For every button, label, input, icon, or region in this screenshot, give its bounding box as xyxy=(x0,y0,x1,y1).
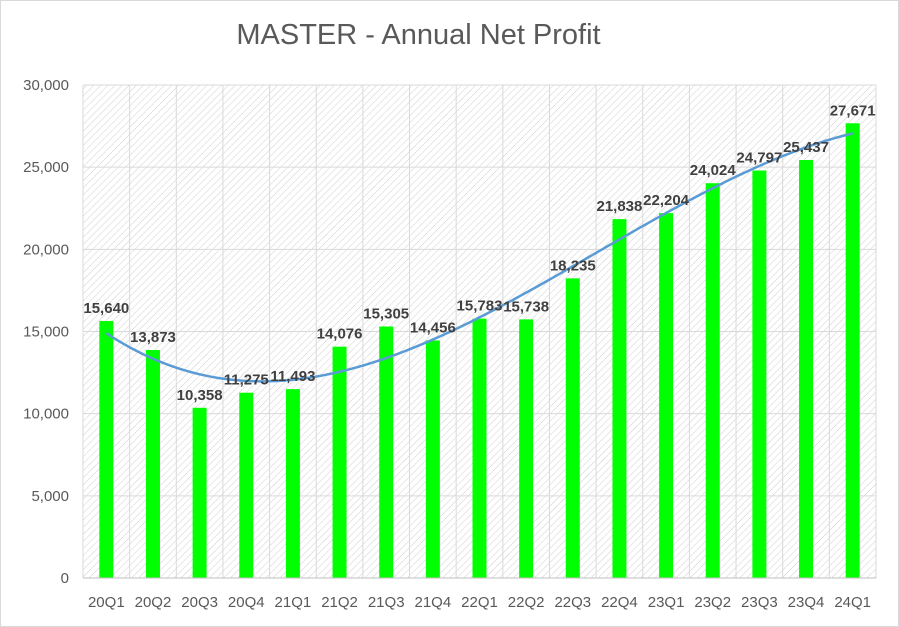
bar xyxy=(612,219,627,579)
x-tick-label: 22Q4 xyxy=(601,594,638,611)
data-label: 27,671 xyxy=(830,102,876,119)
data-label: 15,305 xyxy=(363,305,409,322)
bar xyxy=(519,319,534,578)
data-label: 24,797 xyxy=(736,150,782,167)
x-tick-label: 20Q4 xyxy=(228,594,265,611)
x-tick-label: 24Q1 xyxy=(834,594,871,611)
bar xyxy=(845,123,860,579)
data-label: 22,204 xyxy=(643,192,690,209)
x-tick-label: 21Q2 xyxy=(321,594,358,611)
trendline-layer xyxy=(105,132,853,383)
data-label: 25,437 xyxy=(783,139,829,156)
data-label: 14,076 xyxy=(317,326,363,343)
bar xyxy=(659,213,674,579)
bar xyxy=(332,346,347,578)
y-tick-label: 25,000 xyxy=(23,159,69,176)
y-tick-label: 30,000 xyxy=(23,77,69,94)
x-tick-label: 21Q4 xyxy=(415,594,452,611)
x-tick-label: 23Q1 xyxy=(648,594,685,611)
bar xyxy=(285,389,300,578)
bar xyxy=(705,183,720,578)
gridlines xyxy=(82,84,877,579)
y-tick-label: 20,000 xyxy=(23,241,69,258)
bar xyxy=(565,278,580,578)
data-label: 15,738 xyxy=(503,298,549,315)
x-tick-label: 23Q2 xyxy=(694,594,731,611)
data-label: 13,873 xyxy=(130,329,176,346)
x-tick-label: 20Q2 xyxy=(135,594,172,611)
y-tick-label: 0 xyxy=(61,570,69,587)
data-label: 11,275 xyxy=(224,372,269,389)
x-tick-label: 23Q4 xyxy=(788,594,825,611)
bar xyxy=(192,407,207,578)
data-label: 24,024 xyxy=(690,162,737,179)
bar xyxy=(472,318,487,578)
bar xyxy=(379,326,394,578)
y-tick-label: 10,000 xyxy=(23,406,69,423)
y-tick-label: 15,000 xyxy=(23,324,69,341)
x-tick-label: 22Q1 xyxy=(461,594,498,611)
data-label: 15,640 xyxy=(83,300,129,317)
chart-title: MASTER - Annual Net Profit xyxy=(236,19,601,51)
x-tick-label: 22Q3 xyxy=(554,594,591,611)
x-tick-label: 20Q3 xyxy=(181,594,218,611)
bar xyxy=(99,320,114,578)
bar xyxy=(425,340,440,578)
x-tick-label: 22Q2 xyxy=(508,594,545,611)
x-tick-label: 21Q1 xyxy=(275,594,312,611)
axes: 0 5,000 10,000 15,000 20,000 25,000 30,000 20Q1… xyxy=(23,77,876,611)
bars xyxy=(99,123,860,579)
data-label: 15,783 xyxy=(457,298,503,315)
x-tick-label: 20Q1 xyxy=(88,594,125,611)
data-label: 11,493 xyxy=(270,368,315,385)
bar xyxy=(752,170,767,579)
data-label: 18,235 xyxy=(550,257,596,274)
y-tick-label: 5,000 xyxy=(31,488,69,505)
x-tick-label: 23Q3 xyxy=(741,594,778,611)
bar xyxy=(799,159,814,579)
bar xyxy=(239,392,254,578)
trendline xyxy=(105,132,853,383)
data-label: 21,838 xyxy=(596,198,642,215)
bar xyxy=(145,350,160,578)
data-label: 10,358 xyxy=(177,387,223,404)
x-tick-label: 21Q3 xyxy=(368,594,405,611)
data-label: 14,456 xyxy=(410,319,456,336)
